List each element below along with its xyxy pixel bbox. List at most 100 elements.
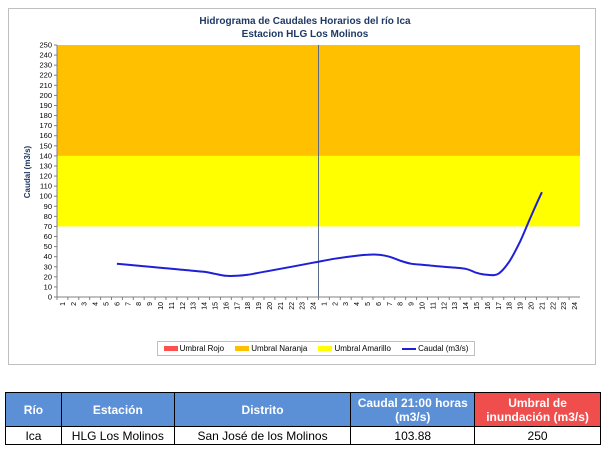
x-tick-label: 19 xyxy=(518,302,525,310)
x-tick-label: 8 xyxy=(136,302,143,306)
y-tick-label: 220 xyxy=(39,71,52,80)
x-tick-label: 12 xyxy=(441,302,448,310)
hydrograph-chart: 0102030405060708090100110120130140150160… xyxy=(23,41,580,310)
x-tick-label: 2 xyxy=(332,302,339,306)
x-tick-label: 14 xyxy=(202,302,209,310)
x-tick-label: 8 xyxy=(398,302,405,306)
y-tick-label: 160 xyxy=(39,131,52,140)
legend-label-rojo: Umbral Rojo xyxy=(179,344,225,353)
x-tick-label: 2 xyxy=(71,302,78,306)
x-tick-label: 15 xyxy=(474,302,481,310)
legend-label-caudal: Caudal (m3/s) xyxy=(418,344,469,353)
legend-item-rojo: Umbral Rojo xyxy=(163,344,225,353)
y-tick-label: 130 xyxy=(39,161,52,170)
y-tick-label: 10 xyxy=(44,282,52,291)
legend-label-naranja: Umbral Naranja xyxy=(251,344,308,353)
y-tick-label: 180 xyxy=(39,111,52,120)
y-tick-label: 60 xyxy=(44,232,52,241)
x-tick-label: 21 xyxy=(539,302,546,310)
y-tick-label: 120 xyxy=(39,172,52,181)
y-tick-label: 250 xyxy=(39,41,52,50)
y-tick-label: 30 xyxy=(44,262,52,271)
x-tick-label: 17 xyxy=(234,302,241,310)
x-tick-label: 9 xyxy=(147,302,154,306)
y-tick-label: 170 xyxy=(39,121,52,130)
y-tick-label: 190 xyxy=(39,101,52,110)
y-tick-label: 50 xyxy=(44,242,52,251)
header-distrito: Distrito xyxy=(173,392,352,427)
x-tick-label: 3 xyxy=(82,302,89,306)
header-umbral: Umbral de inundación (m3/s) xyxy=(474,392,601,427)
legend-item-amarillo: Umbral Amarillo xyxy=(318,344,391,353)
x-tick-label: 7 xyxy=(387,302,394,306)
chart-title: Hidrograma de Caudales Horarios del río … xyxy=(199,16,411,27)
y-tick-label: 150 xyxy=(39,141,52,150)
x-tick-label: 16 xyxy=(485,302,492,310)
x-tick-label: 20 xyxy=(528,302,535,310)
x-tick-label: 23 xyxy=(561,302,568,310)
legend-swatch-naranja xyxy=(235,346,250,351)
x-tick-label: 6 xyxy=(376,302,383,306)
legend-label-amarillo: Umbral Amarillo xyxy=(334,344,391,353)
x-tick-label: 17 xyxy=(496,302,503,310)
x-tick-label: 13 xyxy=(452,302,459,310)
cell-umbral: 250 xyxy=(474,426,601,445)
cell-distrito: San José de los Molinos xyxy=(173,426,352,445)
x-tick-label: 11 xyxy=(169,302,176,309)
legend-swatch-caudal xyxy=(402,347,417,350)
x-tick-label: 1 xyxy=(60,302,67,306)
station-table: Río Estación Distrito Caudal 21:00 horas… xyxy=(5,392,601,445)
chart-subtitle: Estacion HLG Los Molinos xyxy=(241,29,369,40)
x-tick-label: 9 xyxy=(409,302,416,306)
x-tick-label: 22 xyxy=(550,302,557,310)
legend-swatch-amarillo xyxy=(318,346,333,351)
x-tick-label: 5 xyxy=(104,302,111,306)
header-rio: Río xyxy=(5,392,62,427)
x-tick-label: 16 xyxy=(223,302,230,310)
x-tick-label: 7 xyxy=(125,302,132,306)
y-tick-label: 140 xyxy=(39,151,52,160)
y-tick-label: 70 xyxy=(44,222,52,231)
table-row: Ica HLG Los Molinos San José de los Moli… xyxy=(5,426,601,445)
y-tick-label: 80 xyxy=(44,212,52,221)
x-tick-label: 18 xyxy=(507,302,514,310)
legend-item-naranja: Umbral Naranja xyxy=(235,344,307,353)
series-layer xyxy=(116,191,543,278)
y-tick-label: 110 xyxy=(40,182,52,191)
x-tick-label: 15 xyxy=(212,302,219,310)
x-tick-label: 4 xyxy=(93,302,100,306)
table-header-row: Río Estación Distrito Caudal 21:00 horas… xyxy=(5,392,601,427)
x-tick-label: 1 xyxy=(321,302,328,306)
x-tick-label: 19 xyxy=(256,302,263,310)
x-tick-label: 14 xyxy=(463,302,470,310)
y-tick-label: 90 xyxy=(44,202,52,211)
chart-legend: Umbral Rojo Umbral Naranja Umbral Amaril… xyxy=(157,341,475,356)
y-tick-label: 0 xyxy=(48,293,52,302)
x-tick-label: 5 xyxy=(365,302,372,306)
cell-estacion: HLG Los Molinos xyxy=(60,426,175,445)
y-tick-label: 230 xyxy=(39,61,52,70)
x-tick-label: 21 xyxy=(278,302,285,310)
x-tick-label: 10 xyxy=(420,302,427,310)
x-tick-label: 22 xyxy=(289,302,296,310)
y-tick-label: 100 xyxy=(39,192,52,201)
cell-caudal: 103.88 xyxy=(350,426,476,445)
x-tick-label: 18 xyxy=(245,302,252,310)
x-tick-label: 13 xyxy=(191,302,198,310)
x-tick-label: 3 xyxy=(343,302,350,306)
axes: 0102030405060708090100110120130140150160… xyxy=(39,41,580,310)
x-tick-label: 24 xyxy=(572,302,579,310)
y-axis-label: Caudal (m3/s) xyxy=(23,145,32,198)
cell-rio: Ica xyxy=(5,426,62,445)
header-caudal: Caudal 21:00 horas (m3/s) xyxy=(350,392,476,427)
x-tick-label: 23 xyxy=(300,302,307,310)
y-tick-label: 200 xyxy=(39,91,52,100)
x-tick-label: 4 xyxy=(354,302,361,306)
legend-swatch-rojo xyxy=(163,346,178,351)
x-tick-label: 10 xyxy=(158,302,165,310)
x-tick-label: 20 xyxy=(267,302,274,310)
y-tick-label: 20 xyxy=(44,272,52,281)
y-tick-label: 240 xyxy=(39,51,52,60)
y-tick-label: 210 xyxy=(39,81,52,90)
y-tick-label: 40 xyxy=(44,252,52,261)
